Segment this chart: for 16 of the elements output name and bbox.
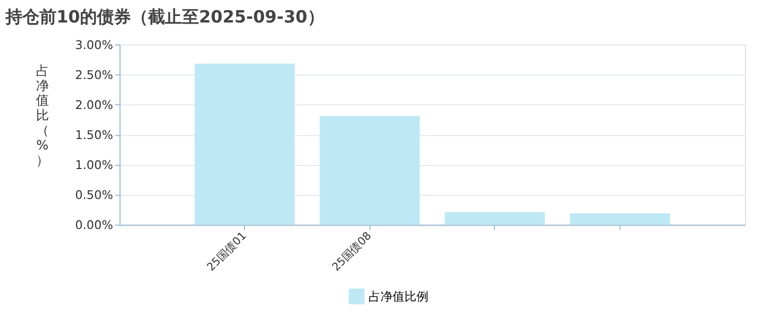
y-axis-title: 占净值比（%） bbox=[36, 64, 49, 168]
y-tick-label: 1.50% bbox=[75, 128, 114, 142]
y-tick-label: 2.00% bbox=[75, 98, 114, 112]
y-tick-label: 0.50% bbox=[75, 188, 114, 202]
legend-label: 占净值比例 bbox=[368, 289, 429, 304]
x-tick-label: 25国债08 bbox=[330, 229, 374, 274]
bar bbox=[570, 213, 670, 225]
chart-title: 持仓前10的债券（截止至2025-09-30） bbox=[4, 6, 324, 27]
bar bbox=[320, 116, 420, 225]
y-tick-label: 2.50% bbox=[75, 68, 114, 82]
bar bbox=[194, 64, 295, 225]
bar bbox=[444, 212, 545, 225]
y-tick-label: 3.00% bbox=[75, 38, 114, 52]
x-tick-label: 25国债01 bbox=[204, 229, 249, 274]
y-tick-label: 1.00% bbox=[75, 158, 114, 172]
y-tick-label: 0.00% bbox=[75, 218, 114, 232]
